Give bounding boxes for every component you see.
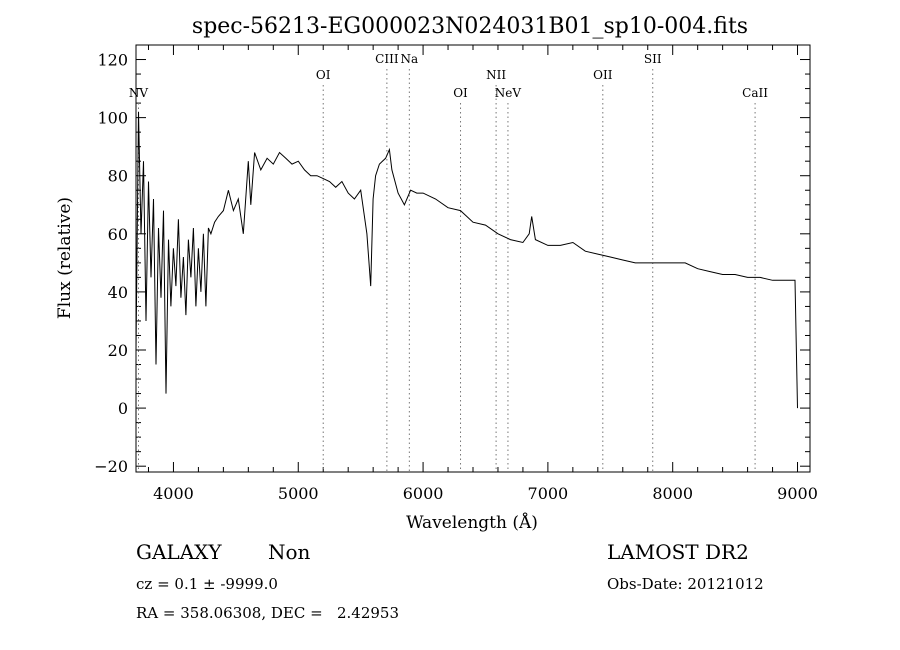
coordinates: RA = 358.06308, DEC = 2.42953 (136, 604, 400, 622)
line-label-ciii: CIII (375, 52, 399, 66)
object-subclass: Non (268, 540, 311, 564)
line-label-nv: NV (129, 86, 149, 100)
y-tick-label: 100 (97, 109, 128, 128)
y-tick-label: 60 (108, 225, 128, 244)
y-tick-label: 20 (108, 341, 128, 360)
spectrum-series (135, 111, 798, 409)
x-tick-label: 7000 (528, 484, 569, 503)
line-label-na: Na (401, 52, 419, 66)
y-tick-label: 80 (108, 167, 128, 186)
line-label-sii: SII (644, 52, 662, 66)
x-axis-label: Wavelength (Å) (406, 512, 538, 533)
line-label-oi: OI (453, 86, 468, 100)
axis-ticks: 4000 5000 6000 7000 8000 9000 −20 0 20 40 60 80 100 1… (94, 45, 818, 503)
y-tick-label: 40 (108, 283, 128, 302)
spectrum-line (135, 111, 798, 409)
redshift-value: cz = 0.1 ± -9999.0 (136, 575, 278, 593)
line-label-nev: NeV (495, 86, 522, 100)
line-label-oi: OI (316, 68, 331, 82)
spectral-line-markers: NV OI CIII Na OI NII NeV OII SII CaII (129, 52, 768, 472)
object-type: GALAXY (136, 540, 222, 564)
line-label-oii: OII (593, 68, 613, 82)
line-label-nii: NII (486, 68, 506, 82)
observation-date: Obs-Date: 20121012 (607, 575, 764, 593)
y-tick-label: 0 (118, 399, 128, 418)
survey-name: LAMOST DR2 (607, 540, 749, 564)
line-label-caii: CaII (742, 86, 768, 100)
y-tick-label: −20 (94, 457, 128, 476)
x-tick-label: 6000 (403, 484, 444, 503)
chart-title: spec-56213-EG000023N024031B01_sp10-004.f… (192, 14, 748, 39)
plot-frame (135, 44, 811, 473)
x-tick-label: 8000 (652, 484, 693, 503)
y-tick-label: 120 (97, 51, 128, 70)
y-axis-label: Flux (relative) (55, 197, 75, 319)
x-tick-label: 5000 (278, 484, 319, 503)
x-tick-label: 9000 (777, 484, 818, 503)
x-tick-label: 4000 (153, 484, 194, 503)
